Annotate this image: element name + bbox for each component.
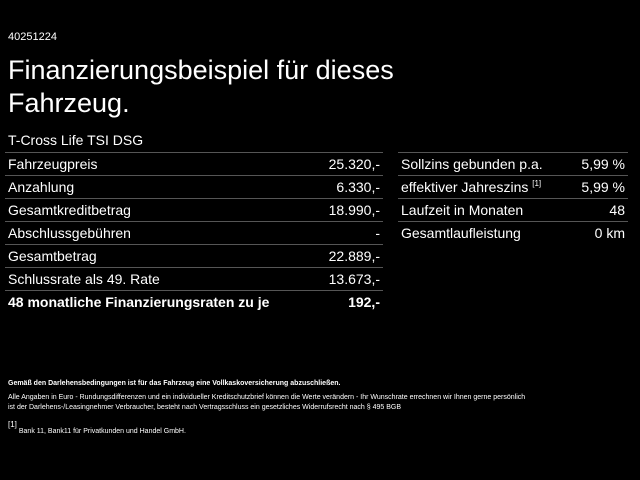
row-value: 5,99 % <box>581 179 625 195</box>
label-text: Gesamtlaufleistung <box>401 225 521 241</box>
label-text: Anzahlung <box>8 179 75 195</box>
table-row: Gesamtbetrag 22.889,- <box>5 244 383 267</box>
row-value: 0 km <box>594 225 625 241</box>
label-text: Fahrzeugpreis <box>8 156 98 172</box>
footnote-ref: [1] <box>532 179 542 188</box>
row-label: Sollzins gebunden p.a. <box>401 156 543 172</box>
row-label: Gesamtkreditbetrag <box>8 202 131 218</box>
row-value: 192,- <box>348 294 380 310</box>
row-value: 48 <box>609 202 625 218</box>
label-text: Gesamtkreditbetrag <box>8 202 131 218</box>
model: T-Cross Life TSI DSG <box>8 132 144 148</box>
row-label: Gesamtbetrag <box>8 248 97 264</box>
row-value: 13.673,- <box>328 271 380 287</box>
row-label: Gesamtlaufleistung <box>401 225 521 241</box>
label-text: Sollzins gebunden p.a. <box>401 156 543 172</box>
table-row: Abschlussgebühren - <box>5 221 383 244</box>
footnote: [1] Bank 11, Bank11 für Privatkunden und… <box>8 420 186 437</box>
table-row: Gesamtkreditbetrag 18.990,- <box>5 198 383 221</box>
row-value: 22.889,- <box>328 248 380 264</box>
left-table: Fahrzeugpreis 25.320,- Anzahlung 6.330,- Ges… <box>5 152 383 313</box>
label-text: effektiver Jahreszins <box>401 179 529 195</box>
label-text: Gesamtbetrag <box>8 248 97 264</box>
table-row: 48 monatliche Finanzierungsraten zu je 19… <box>5 290 383 313</box>
table-row: Gesamtlaufleistung 0 km <box>398 221 628 244</box>
table-row: Laufzeit in Monaten 48 <box>398 198 628 221</box>
table-row: Sollzins gebunden p.a. 5,99 % <box>398 152 628 175</box>
row-label: Abschlussgebühren <box>8 225 131 241</box>
row-label: effektiver Jahreszins [1] <box>401 179 541 195</box>
label-text: 48 monatliche Finanzierungsraten zu je <box>8 294 270 310</box>
row-label: 48 monatliche Finanzierungsraten zu je <box>8 294 269 310</box>
row-value: - <box>375 225 380 241</box>
title: Finanzierungsbeispiel für dieses Fahrzeu… <box>8 55 394 118</box>
insurance-note: Gemäß den Darlehensbedingungen ist für d… <box>8 380 341 387</box>
right-table: Sollzins gebunden p.a. 5,99 % effektiver J… <box>398 152 628 244</box>
label-text: Schlussrate als 49. Rate <box>8 271 160 287</box>
table-row: effektiver Jahreszins [1] 5,99 % <box>398 175 628 198</box>
footnote-text: Bank 11, Bank11 für Privatkunden und Han… <box>18 428 186 435</box>
row-label: Fahrzeugpreis <box>8 156 98 172</box>
table-row: Schlussrate als 49. Rate 13.673,- <box>5 267 383 290</box>
vehicle-id: 40251224 <box>8 31 57 43</box>
table-row: Anzahlung 6.330,- <box>5 175 383 198</box>
row-value: 18.990,- <box>328 202 380 218</box>
table-row: Fahrzeugpreis 25.320,- <box>5 152 383 175</box>
label-text: Abschlussgebühren <box>8 225 131 241</box>
label-text: Laufzeit in Monaten <box>401 202 524 218</box>
note-line: Alle Angaben in Euro - Rundungsdifferenz… <box>8 394 526 401</box>
row-label: Laufzeit in Monaten <box>401 202 523 218</box>
note-line: ist der Darlehens-/Leasingnehmer Verbrau… <box>8 404 401 411</box>
row-label: Schlussrate als 49. Rate <box>8 271 160 287</box>
row-value: 6.330,- <box>336 179 380 195</box>
row-value: 5,99 % <box>581 156 625 172</box>
footnote-ref: [1] <box>8 420 17 429</box>
row-label: Anzahlung <box>8 179 74 195</box>
row-value: 25.320,- <box>328 156 380 172</box>
